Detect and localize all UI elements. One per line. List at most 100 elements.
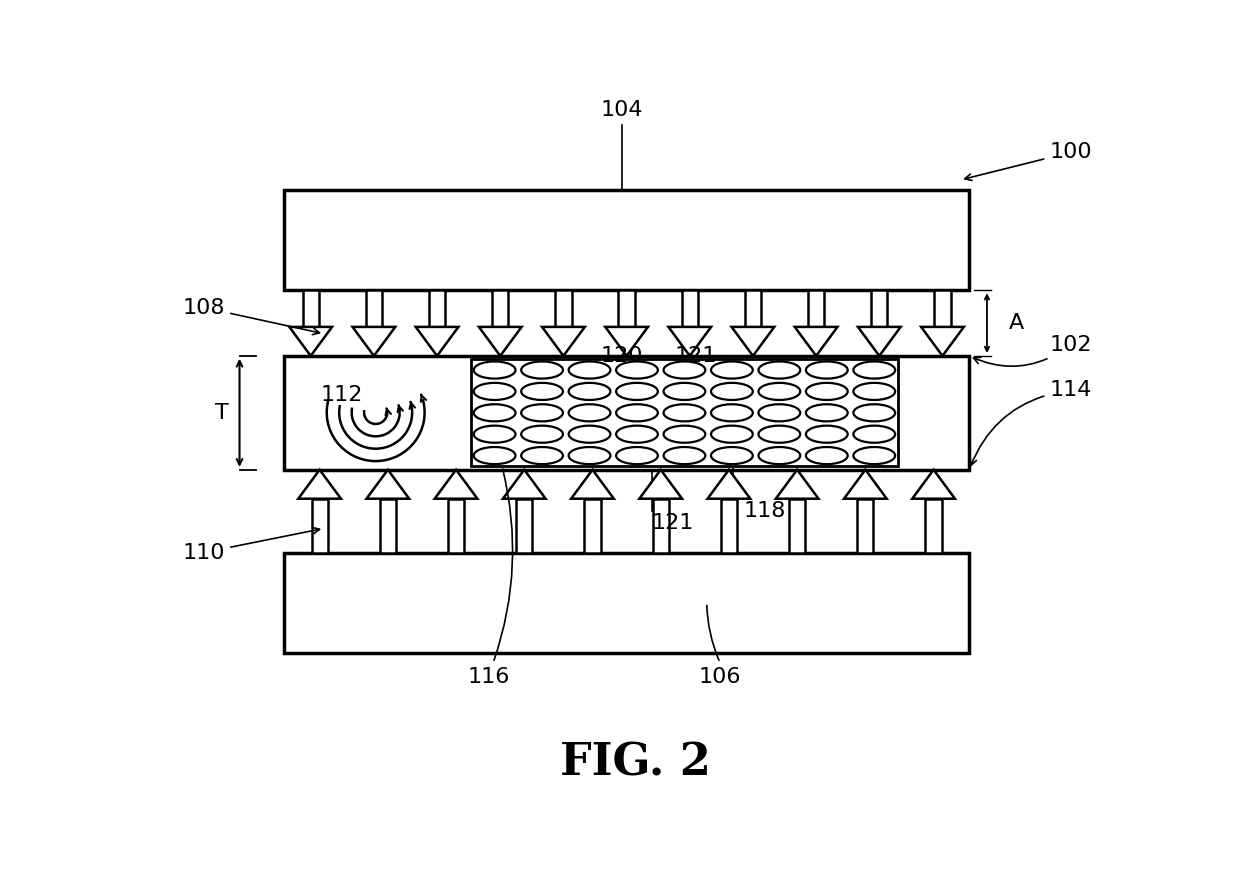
Polygon shape bbox=[913, 470, 955, 499]
Polygon shape bbox=[640, 470, 682, 499]
Ellipse shape bbox=[759, 447, 800, 464]
Ellipse shape bbox=[569, 404, 610, 421]
Ellipse shape bbox=[853, 447, 895, 464]
Text: 121: 121 bbox=[652, 513, 694, 533]
Ellipse shape bbox=[616, 361, 658, 379]
Text: 121: 121 bbox=[675, 346, 717, 366]
Ellipse shape bbox=[663, 426, 706, 443]
Ellipse shape bbox=[806, 383, 848, 400]
Bar bbox=[448, 499, 464, 553]
Ellipse shape bbox=[853, 404, 895, 421]
Bar bbox=[556, 290, 572, 327]
Bar bbox=[925, 499, 941, 553]
Polygon shape bbox=[732, 327, 774, 356]
Text: 114: 114 bbox=[970, 381, 1091, 465]
Ellipse shape bbox=[663, 361, 706, 379]
Ellipse shape bbox=[711, 383, 753, 400]
Ellipse shape bbox=[853, 361, 895, 379]
Text: T: T bbox=[215, 403, 229, 423]
Text: 104: 104 bbox=[601, 100, 644, 120]
Ellipse shape bbox=[806, 361, 848, 379]
Text: 106: 106 bbox=[699, 667, 742, 686]
Bar bbox=[516, 499, 532, 553]
Ellipse shape bbox=[663, 404, 706, 421]
Text: 110: 110 bbox=[182, 528, 320, 563]
Ellipse shape bbox=[806, 447, 848, 464]
Text: 112: 112 bbox=[321, 385, 363, 405]
Ellipse shape bbox=[711, 404, 753, 421]
Polygon shape bbox=[795, 327, 837, 356]
Bar bbox=[935, 290, 951, 327]
Ellipse shape bbox=[853, 383, 895, 400]
Polygon shape bbox=[415, 327, 459, 356]
Polygon shape bbox=[844, 470, 887, 499]
Bar bbox=[584, 499, 600, 553]
Ellipse shape bbox=[569, 426, 610, 443]
Text: 118: 118 bbox=[743, 501, 786, 521]
Bar bbox=[789, 499, 805, 553]
Bar bbox=[429, 290, 445, 327]
Ellipse shape bbox=[616, 426, 658, 443]
Ellipse shape bbox=[569, 361, 610, 379]
Polygon shape bbox=[503, 470, 546, 499]
Polygon shape bbox=[708, 470, 750, 499]
Text: A: A bbox=[1009, 313, 1024, 333]
Bar bbox=[284, 190, 970, 290]
Text: FIG. 2: FIG. 2 bbox=[560, 742, 711, 784]
Bar bbox=[720, 499, 737, 553]
Ellipse shape bbox=[569, 383, 610, 400]
Text: 100: 100 bbox=[965, 142, 1092, 180]
Bar bbox=[682, 290, 698, 327]
Ellipse shape bbox=[806, 426, 848, 443]
Bar bbox=[872, 290, 888, 327]
Ellipse shape bbox=[853, 426, 895, 443]
Text: 102: 102 bbox=[973, 335, 1091, 366]
Bar bbox=[808, 290, 825, 327]
Ellipse shape bbox=[521, 383, 563, 400]
Ellipse shape bbox=[711, 447, 753, 464]
Polygon shape bbox=[542, 327, 585, 356]
Ellipse shape bbox=[474, 404, 516, 421]
Ellipse shape bbox=[521, 404, 563, 421]
Ellipse shape bbox=[474, 361, 516, 379]
Polygon shape bbox=[921, 327, 963, 356]
Polygon shape bbox=[605, 327, 649, 356]
Bar bbox=[857, 499, 873, 553]
Ellipse shape bbox=[521, 361, 563, 379]
Bar bbox=[284, 356, 970, 470]
Ellipse shape bbox=[711, 426, 753, 443]
Ellipse shape bbox=[521, 447, 563, 464]
Ellipse shape bbox=[616, 447, 658, 464]
Bar bbox=[471, 359, 898, 466]
Text: 108: 108 bbox=[182, 297, 320, 335]
Bar bbox=[379, 499, 396, 553]
Ellipse shape bbox=[759, 426, 800, 443]
Bar bbox=[284, 553, 970, 652]
Bar bbox=[366, 290, 382, 327]
Polygon shape bbox=[479, 327, 522, 356]
Ellipse shape bbox=[474, 383, 516, 400]
Ellipse shape bbox=[806, 404, 848, 421]
Ellipse shape bbox=[759, 383, 800, 400]
Polygon shape bbox=[299, 470, 341, 499]
Polygon shape bbox=[668, 327, 711, 356]
Polygon shape bbox=[858, 327, 900, 356]
Ellipse shape bbox=[663, 383, 706, 400]
Bar bbox=[652, 499, 668, 553]
Ellipse shape bbox=[474, 447, 516, 464]
Bar bbox=[303, 290, 319, 327]
Polygon shape bbox=[435, 470, 477, 499]
Ellipse shape bbox=[663, 447, 706, 464]
Text: 116: 116 bbox=[467, 667, 510, 686]
Bar bbox=[745, 290, 761, 327]
Ellipse shape bbox=[616, 383, 658, 400]
Ellipse shape bbox=[616, 404, 658, 421]
Bar bbox=[311, 499, 327, 553]
Polygon shape bbox=[572, 470, 614, 499]
Polygon shape bbox=[776, 470, 818, 499]
Text: 120: 120 bbox=[601, 346, 644, 366]
Bar bbox=[619, 290, 635, 327]
Ellipse shape bbox=[711, 361, 753, 379]
Polygon shape bbox=[352, 327, 396, 356]
Bar bbox=[492, 290, 508, 327]
